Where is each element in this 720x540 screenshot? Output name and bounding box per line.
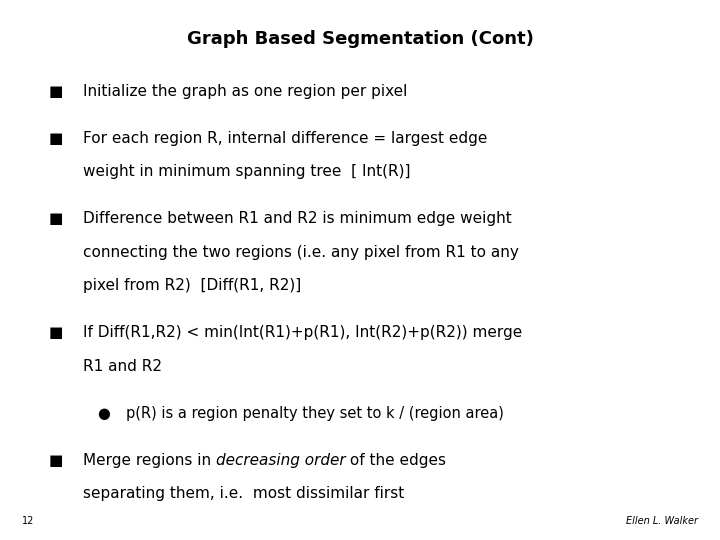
Text: Graph Based Segmentation (Cont): Graph Based Segmentation (Cont) bbox=[186, 30, 534, 48]
Text: ■: ■ bbox=[48, 325, 63, 340]
Text: For each region R, internal difference = largest edge: For each region R, internal difference =… bbox=[83, 131, 487, 146]
Text: weight in minimum spanning tree  [ Int(R)]: weight in minimum spanning tree [ Int(R)… bbox=[83, 164, 410, 179]
Text: ●: ● bbox=[97, 406, 110, 421]
Text: Difference between R1 and R2 is minimum edge weight: Difference between R1 and R2 is minimum … bbox=[83, 211, 511, 226]
Text: ■: ■ bbox=[48, 453, 63, 468]
Text: of the edges: of the edges bbox=[346, 453, 446, 468]
Text: 12: 12 bbox=[22, 516, 34, 526]
Text: ■: ■ bbox=[48, 84, 63, 99]
Text: ■: ■ bbox=[48, 211, 63, 226]
Text: Merge regions in: Merge regions in bbox=[83, 453, 216, 468]
Text: R1 and R2: R1 and R2 bbox=[83, 359, 162, 374]
Text: Ellen L. Walker: Ellen L. Walker bbox=[626, 516, 698, 526]
Text: p(R) is a region penalty they set to k / (region area): p(R) is a region penalty they set to k /… bbox=[126, 406, 504, 421]
Text: If Diff(R1,R2) < min(Int(R1)+p(R1), Int(R2)+p(R2)) merge: If Diff(R1,R2) < min(Int(R1)+p(R1), Int(… bbox=[83, 325, 522, 340]
Text: separating them, i.e.  most dissimilar first: separating them, i.e. most dissimilar fi… bbox=[83, 486, 404, 501]
Text: pixel from R2)  [Diff(R1, R2)]: pixel from R2) [Diff(R1, R2)] bbox=[83, 278, 301, 293]
Text: ■: ■ bbox=[48, 131, 63, 146]
Text: connecting the two regions (i.e. any pixel from R1 to any: connecting the two regions (i.e. any pix… bbox=[83, 245, 518, 260]
Text: Initialize the graph as one region per pixel: Initialize the graph as one region per p… bbox=[83, 84, 408, 99]
Text: decreasing order: decreasing order bbox=[216, 453, 346, 468]
